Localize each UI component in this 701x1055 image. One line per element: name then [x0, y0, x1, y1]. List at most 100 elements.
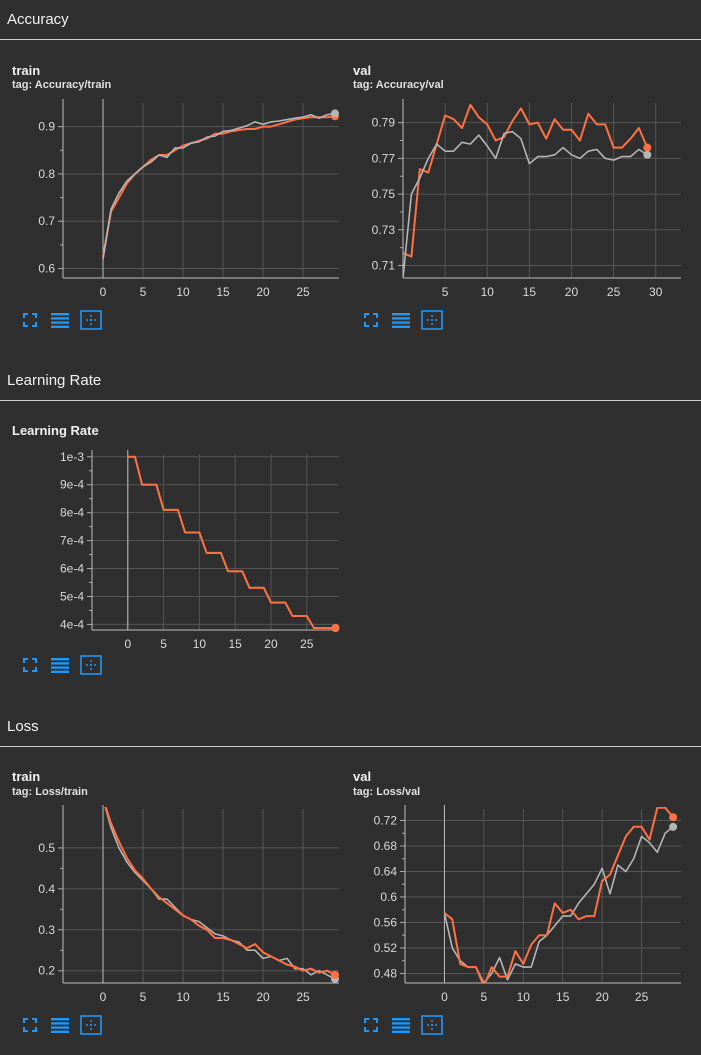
chart-toolbar — [20, 655, 102, 675]
fit-domain-icon[interactable] — [80, 1015, 102, 1035]
chart-card-accuracy-val: val tag: Accuracy/val 0.71 0.73 0.75 0.77 0.… — [341, 41, 681, 351]
orange-series-endpoint[interactable] — [643, 143, 652, 152]
x-tick-label: 25 — [635, 990, 649, 1004]
y-tick-label: 0.7 — [38, 214, 55, 228]
x-tick-label: 15 — [523, 285, 537, 299]
chart-toolbar — [361, 310, 443, 330]
section-header-accuracy[interactable]: Accuracy — [0, 0, 701, 40]
y-tick-label: 0.6 — [38, 262, 55, 276]
chart-card-learning-rate: Learning Rate 4e-4 5e-4 6e-4 7e-4 8e-4 9e-4 1e… — [0, 402, 340, 697]
y-tick-label: 0.2 — [38, 964, 55, 978]
data-table-icon[interactable] — [50, 655, 70, 675]
y-tick-label: 0.4 — [38, 882, 55, 896]
y-tick-label: 0.52 — [374, 941, 398, 955]
x-tick-label: 20 — [264, 637, 278, 651]
card-tag: tag: Accuracy/val — [353, 79, 444, 91]
data-table-icon[interactable] — [50, 310, 70, 330]
section-title: Loss — [7, 718, 39, 735]
card-title: val — [353, 769, 372, 784]
x-tick-label: 20 — [595, 990, 609, 1004]
orange-series-line — [127, 455, 336, 629]
orange-series-line — [403, 103, 649, 258]
x-tick-label: 20 — [565, 285, 579, 299]
x-tick-label: 5 — [140, 285, 147, 299]
gray-series-line — [403, 130, 648, 278]
chart-card-accuracy-train: train tag: Accuracy/train 0.6 0.7 0.8 0.9 0 5… — [0, 41, 340, 351]
y-tick-label: 0.79 — [372, 116, 396, 130]
fit-domain-icon[interactable] — [421, 310, 443, 330]
chart-toolbar — [20, 310, 102, 330]
x-tick-label: 10 — [481, 285, 495, 299]
fullscreen-icon[interactable] — [20, 1015, 40, 1035]
card-title: Learning Rate — [12, 423, 99, 438]
y-tick-label: 7e-4 — [60, 534, 84, 548]
x-tick-label: 25 — [296, 285, 310, 299]
y-tick-label: 0.71 — [372, 259, 396, 273]
card-title: train — [12, 769, 41, 784]
y-tick-label: 6e-4 — [60, 562, 84, 576]
y-tick-label: 0.5 — [38, 841, 55, 855]
fullscreen-icon[interactable] — [20, 310, 40, 330]
x-tick-label: 15 — [216, 990, 230, 1004]
y-tick-label: 0.56 — [374, 915, 398, 929]
orange-series-line — [104, 807, 336, 976]
fit-domain-icon[interactable] — [80, 655, 102, 675]
accuracy-train-chart[interactable]: 0.6 0.7 0.8 0.9 0 5 10 15 20 25 — [0, 96, 345, 299]
data-table-icon[interactable] — [391, 310, 411, 330]
fullscreen-icon[interactable] — [20, 655, 40, 675]
y-tick-label: 8e-4 — [60, 506, 84, 520]
x-tick-label: 20 — [256, 285, 270, 299]
chart-toolbar — [20, 1015, 102, 1035]
fit-domain-icon[interactable] — [421, 1015, 443, 1035]
y-tick-label: 0.72 — [374, 813, 398, 827]
chart-card-loss-train: train tag: Loss/train 0.2 0.3 0.4 0.5 0 5 10 15… — [0, 748, 340, 1055]
gray-series-line — [104, 807, 336, 980]
x-tick-label: 30 — [649, 285, 663, 299]
x-tick-label: 20 — [256, 990, 270, 1004]
gray-series-line — [127, 456, 336, 629]
loss-train-chart[interactable]: 0.2 0.3 0.4 0.5 0 5 10 15 20 25 — [0, 805, 345, 1004]
gray-series-line — [102, 112, 336, 260]
gray-series-endpoint[interactable] — [331, 109, 339, 118]
data-table-icon[interactable] — [50, 1015, 70, 1035]
fullscreen-icon[interactable] — [361, 1015, 381, 1035]
orange-series-line — [102, 115, 336, 257]
x-tick-label: 0 — [100, 990, 107, 1004]
x-tick-label: 25 — [300, 637, 314, 651]
gray-series-endpoint[interactable] — [669, 822, 678, 831]
x-tick-label: 15 — [556, 990, 570, 1004]
y-tick-label: 4e-4 — [60, 617, 84, 631]
card-title: val — [353, 63, 372, 78]
y-tick-label: 0.64 — [374, 864, 398, 878]
loss-val-chart[interactable]: 0.48 0.52 0.56 0.6 0.64 0.68 0.72 0 5 10 15 20 25 — [341, 805, 686, 1004]
orange-series-endpoint[interactable] — [331, 970, 339, 979]
section-header-loss[interactable]: Loss — [0, 707, 701, 747]
y-tick-label: 0.8 — [38, 167, 55, 181]
y-tick-label: 0.9 — [38, 120, 55, 134]
accuracy-val-chart[interactable]: 0.71 0.73 0.75 0.77 0.79 5 10 15 20 25 30 — [341, 96, 686, 299]
card-tag: tag: Accuracy/train — [12, 79, 112, 91]
section-title: Learning Rate — [7, 372, 102, 389]
x-tick-label: 15 — [216, 285, 230, 299]
gray-series-line — [443, 826, 674, 983]
x-tick-label: 10 — [517, 990, 531, 1004]
section-header-learning-rate[interactable]: Learning Rate — [0, 361, 701, 401]
x-tick-label: 5 — [442, 285, 449, 299]
y-tick-label: 0.77 — [372, 151, 396, 165]
fit-domain-icon[interactable] — [80, 310, 102, 330]
orange-series-endpoint[interactable] — [669, 813, 678, 822]
learning-rate-chart[interactable]: 4e-4 5e-4 6e-4 7e-4 8e-4 9e-4 1e-3 0 5 10 15 20 25 — [0, 450, 345, 651]
card-tag: tag: Loss/train — [12, 786, 88, 798]
card-tag: tag: Loss/val — [353, 786, 421, 798]
x-tick-label: 25 — [296, 990, 310, 1004]
orange-series-endpoint[interactable] — [331, 624, 340, 633]
data-table-icon[interactable] — [391, 1015, 411, 1035]
y-tick-label: 0.6 — [380, 890, 397, 904]
x-tick-label: 5 — [481, 990, 488, 1004]
x-tick-label: 15 — [229, 637, 243, 651]
gray-series-endpoint[interactable] — [643, 150, 652, 159]
x-tick-label: 25 — [607, 285, 621, 299]
y-tick-label: 5e-4 — [60, 589, 84, 603]
y-tick-label: 1e-3 — [60, 450, 84, 464]
fullscreen-icon[interactable] — [361, 310, 381, 330]
